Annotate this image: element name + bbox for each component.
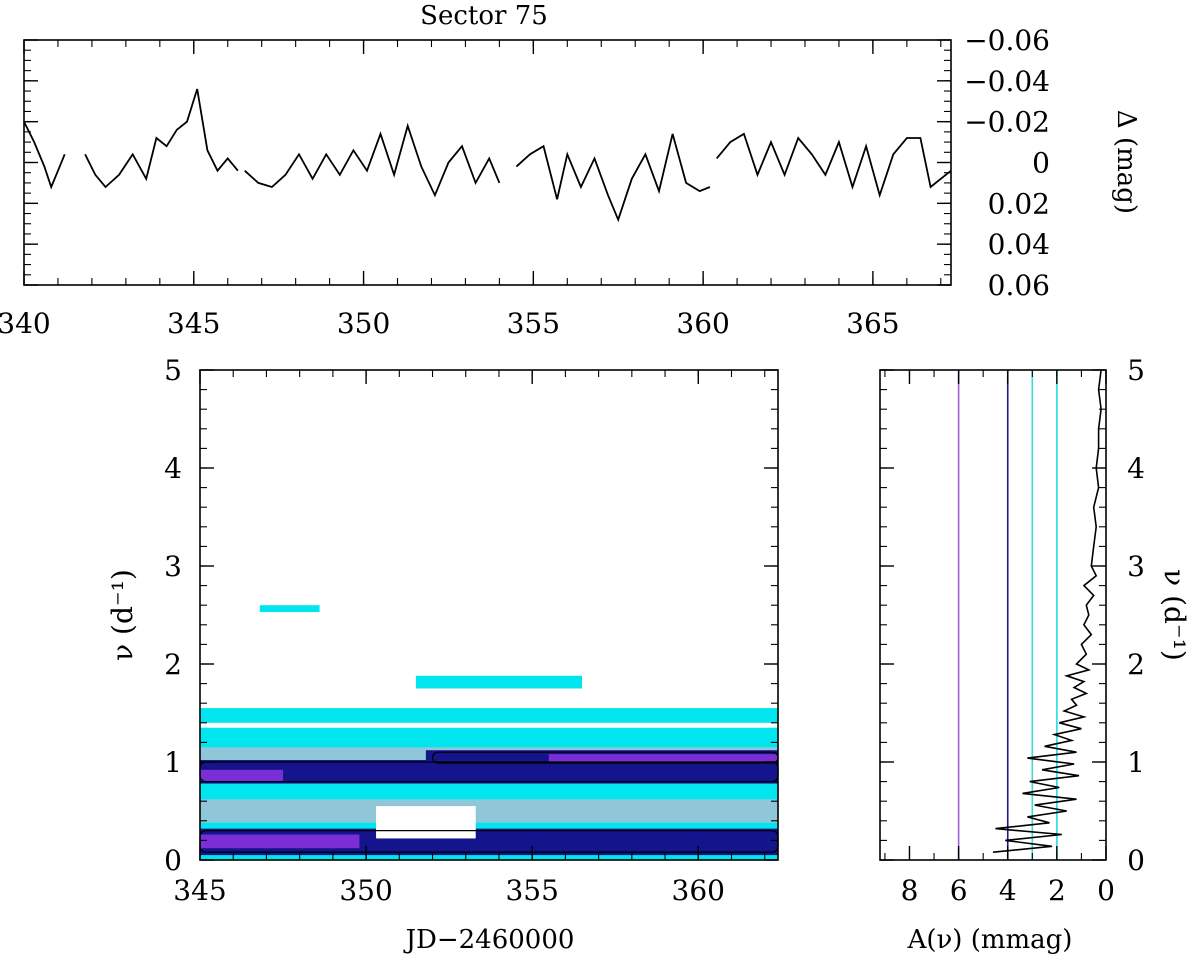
dynamic-spectrum-band-purple	[200, 834, 360, 849]
dynamic-spectrum-x-tick-label: 345	[173, 874, 226, 907]
amplitude-x-tick-label: 4	[999, 874, 1017, 907]
dynamic-spectrum-band-cyan	[200, 708, 778, 723]
dynamic-spectrum-y-tick-label: 2	[164, 648, 182, 681]
lightcurve-segment-3	[244, 122, 501, 198]
dynamic-spectrum-x-tick-label: 355	[505, 874, 558, 907]
lightcurve-segment-1	[23, 121, 66, 190]
lightcurve-segment-5	[716, 132, 952, 199]
amplitude-y-tick-label: 3	[1127, 550, 1145, 583]
amplitude-x-tick-label: 0	[1097, 874, 1115, 907]
dynamic-spectrum-y-tick-label: 1	[164, 746, 182, 779]
dynamic-spectrum-band-light_blue	[200, 799, 778, 823]
lightcurve-x-tick-label: 340	[0, 307, 51, 340]
lightcurve-y-tick-label: −0.02	[964, 106, 1050, 139]
dynamic-spectrum-x-ticks: 345 350 355 360	[173, 370, 766, 907]
lightcurve-y-tick-label: 0.04	[988, 228, 1050, 261]
lightcurve-title: Sector 75	[420, 1, 548, 31]
dynamic-spectrum-band-purple	[548, 754, 778, 762]
amplitude-y-tick-label: 0	[1127, 844, 1145, 877]
amplitude-x-tick-label: 2	[1048, 874, 1066, 907]
lightcurve-y-tick-label: −0.04	[964, 65, 1050, 98]
lightcurve-plot-area	[23, 88, 952, 223]
amplitude-spectrum-frame	[879, 369, 1107, 861]
lightcurve-x-tick-label: 365	[846, 307, 899, 340]
dynamic-spectrum-frame	[199, 369, 779, 861]
amplitude-spectrum-y-label: ν (d⁻¹)	[1158, 569, 1191, 661]
amplitude-y-tick-label: 5	[1127, 354, 1145, 387]
dynamic-spectrum-y-tick-label: 5	[164, 354, 182, 387]
dynamic-spectrum-y-tick-label: 4	[164, 452, 182, 485]
dynamic-spectrum-band-cyan	[259, 605, 320, 613]
dynamic-spectrum-plot-area	[199, 605, 779, 860]
amplitude-x-tick-label: 6	[950, 874, 968, 907]
dynamic-spectrum-band-navy	[200, 760, 778, 784]
dynamic-spectrum-y-ticks: 0 1 2 3 4 5	[164, 354, 778, 877]
lightcurve-y-ticks: −0.06 −0.04 −0.02 0 0.02 0.04 0.06	[24, 24, 1050, 302]
amplitude-spectrum-y-ticks: 0 1 2 3 4 5	[880, 354, 1145, 877]
lightcurve-x-tick-label: 345	[167, 307, 220, 340]
lightcurve-segment-4	[515, 133, 711, 223]
lightcurve-y-tick-label: 0.06	[988, 269, 1050, 302]
dynamic-spectrum-band-cyan	[415, 675, 583, 689]
lightcurve-y-tick-label: 0.02	[988, 187, 1050, 220]
dynamic-spectrum-band-purple	[200, 769, 284, 782]
dynamic-spectrum-y-tick-label: 0	[164, 844, 182, 877]
amplitude-x-tick-label: 8	[901, 874, 919, 907]
dynamic-spectrum-y-label: ν (d⁻¹)	[106, 569, 139, 661]
dynamic-spectrum-x-tick-label: 350	[339, 874, 392, 907]
amplitude-y-tick-label: 1	[1127, 746, 1145, 779]
amplitude-spectrum-plot-area	[957, 369, 1102, 860]
dynamic-spectrum-y-tick-label: 3	[164, 550, 182, 583]
lightcurve-segment-2	[84, 88, 239, 189]
amplitude-spectrum-x-label: A(ν) (mmag)	[907, 925, 1073, 955]
lightcurve-x-ticks: 340 345 350 355 360 365	[0, 40, 942, 340]
dynamic-spectrum-x-tick-label: 360	[672, 874, 725, 907]
amplitude-y-tick-label: 2	[1127, 648, 1145, 681]
dynamic-spectrum-x-label: JD−2460000	[403, 925, 575, 955]
lightcurve-y-tick-label: 0	[1032, 147, 1050, 180]
lightcurve-y-tick-label: −0.06	[964, 24, 1050, 57]
lightcurve-x-tick-label: 350	[337, 307, 390, 340]
lightcurve-y-label: Δ (mag)	[1111, 110, 1141, 214]
amplitude-y-tick-label: 4	[1127, 452, 1145, 485]
dynamic-spectrum-gap	[376, 806, 476, 839]
lightcurve-x-tick-label: 355	[507, 307, 560, 340]
amplitude-spectrum-line	[992, 369, 1102, 853]
lightcurve-panel: Sector 75 340 345 350 355 360 365 −0.06−0.04−…	[0, 1, 1141, 340]
lightcurve-x-tick-label: 360	[676, 307, 729, 340]
